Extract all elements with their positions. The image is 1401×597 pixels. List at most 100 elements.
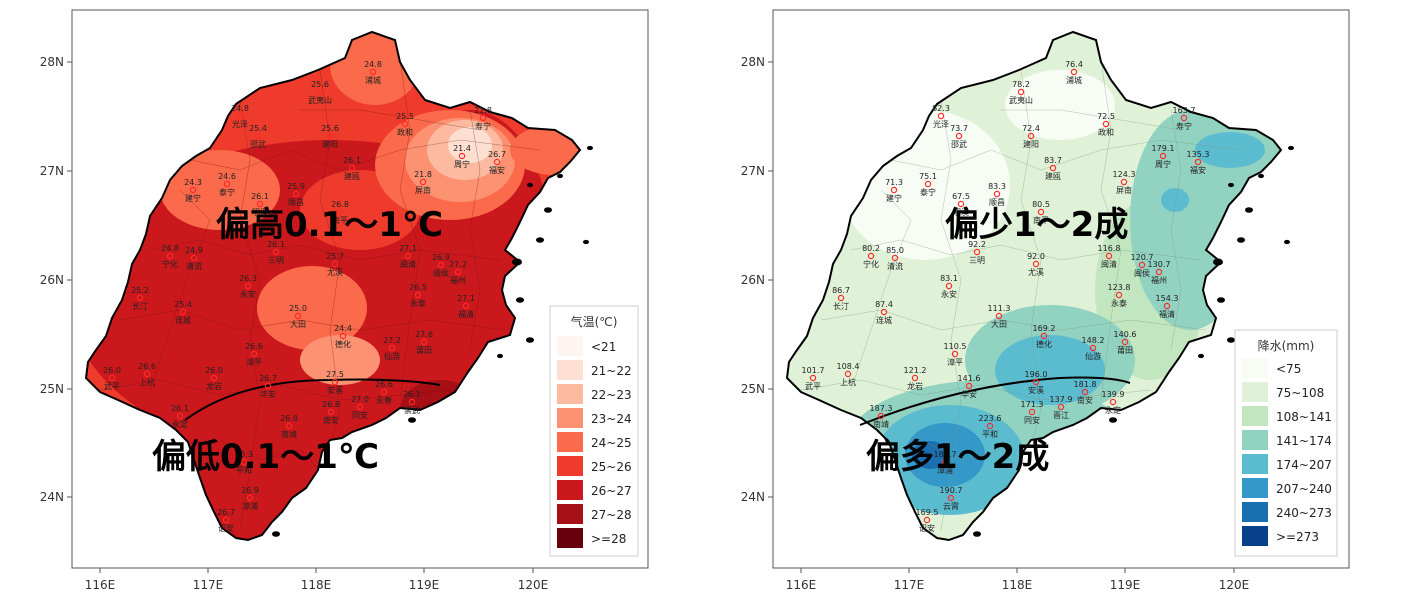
station-value: 171.3 <box>1021 400 1044 409</box>
legend-swatch <box>1242 526 1268 546</box>
station-name: 武夷山 <box>308 95 332 105</box>
station: 140.6 莆田 <box>1114 330 1137 355</box>
station: 27.0 同安 <box>351 395 369 420</box>
station-value: 137.9 <box>1050 395 1073 404</box>
station: 24.8 宁化 <box>161 244 179 269</box>
station-value: 135.3 <box>1187 150 1210 159</box>
station-name: 漳浦 <box>242 501 258 511</box>
station: 26.8 南靖 <box>280 414 298 439</box>
station-value: 27.6 <box>415 330 433 339</box>
station-name: 大田 <box>290 319 306 329</box>
station-value: 101.7 <box>802 366 825 375</box>
station-name: 顺昌 <box>989 198 1005 207</box>
station-dot <box>973 248 981 256</box>
station-value: 71.3 <box>885 178 903 187</box>
station-dot <box>294 312 302 320</box>
station-name: 同安 <box>1024 415 1040 425</box>
station-name: 福清 <box>1159 309 1175 319</box>
station-value: 148.2 <box>1082 336 1105 345</box>
station: 85.0 清流 <box>886 246 904 271</box>
station-name: 南平 <box>1033 215 1049 225</box>
legend-title: 降水(mm) <box>1258 339 1315 353</box>
station-name: 莆田 <box>1117 345 1133 355</box>
station-value: 26.8 <box>322 400 340 409</box>
station-value: 24.9 <box>185 246 203 255</box>
y-tick-label: 26N <box>741 273 765 287</box>
station: 182.7 漳浦 <box>934 450 957 475</box>
legend-label: 27~28 <box>591 508 632 522</box>
station: 26.7 福安 <box>488 150 506 175</box>
legend-label: 24~25 <box>591 436 632 450</box>
station: 25.6 建阳 <box>321 124 339 149</box>
station-name: 南安 <box>1077 395 1093 405</box>
legend-label: >=273 <box>1276 530 1319 544</box>
station-value: 24.8 <box>364 60 382 69</box>
station-dot <box>326 132 334 140</box>
legend-label: >=28 <box>591 532 626 546</box>
x-tick-label: 118E <box>301 578 332 592</box>
station-value: 86.7 <box>832 286 850 295</box>
station-name: 明溪 <box>953 207 969 217</box>
station-dot <box>1070 68 1078 76</box>
station-name: 三明 <box>268 256 284 265</box>
station: 190.7 云霄 <box>940 486 963 511</box>
station: 24.8 浦城 <box>364 60 382 85</box>
station-dot <box>222 516 230 524</box>
station-name: 南靖 <box>873 419 889 429</box>
station: 137.9 晋江 <box>1050 395 1073 420</box>
station-value: 85.0 <box>886 246 904 255</box>
station-value: 27.1 <box>399 244 417 253</box>
station-value: 24.6 <box>218 172 236 181</box>
station-value: 67.5 <box>952 192 970 201</box>
station: 124.3 屏南 <box>1113 170 1136 195</box>
temperature-legend: 气温(℃) <21 21~22 22~23 23~24 24~25 25~26 26~27 2… <box>549 305 639 557</box>
station: 181.8 南安 <box>1074 380 1097 405</box>
station: 83.7 建瓯 <box>1044 156 1062 181</box>
station-value: 120.7 <box>1131 253 1154 262</box>
y-tick-label: 25N <box>741 382 765 396</box>
station: 26.9 闽侯 <box>432 253 450 278</box>
station-dot <box>420 338 428 346</box>
legend-swatch <box>557 528 583 548</box>
station: 110.5 漳平 <box>944 342 967 367</box>
station: 92.2 三明 <box>968 240 986 265</box>
station-value: 187.3 <box>870 404 893 413</box>
station: 27.5 安溪 <box>326 370 344 395</box>
station: 26.3 永安 <box>239 274 257 299</box>
station-value: 139.9 <box>1102 390 1125 399</box>
station: 82.3 光泽 <box>932 104 950 129</box>
station: 21.8 寿宁 <box>474 106 492 131</box>
station-name: 崇武 <box>404 405 420 415</box>
station-value: 123.8 <box>1108 283 1131 292</box>
station-name: 大田 <box>991 319 1007 329</box>
station-dot <box>923 516 931 524</box>
station: 123.8 永泰 <box>1108 283 1131 308</box>
station-name: 晋江 <box>1053 411 1069 420</box>
station: 169.5 诏安 <box>916 508 939 533</box>
station-name: 漳浦 <box>937 465 953 475</box>
legend-swatch <box>557 336 583 356</box>
legend-label: <21 <box>591 340 616 354</box>
station-value: 80.2 <box>862 244 880 253</box>
station-dot <box>189 186 197 194</box>
station-name: 福州 <box>1151 276 1167 285</box>
station-value: 179.1 <box>1152 144 1175 153</box>
station: 26.1 崇武 <box>403 390 421 415</box>
station: 27.2 福州 <box>449 260 467 285</box>
station-dot <box>179 308 187 316</box>
legend-label: 174~207 <box>1276 458 1332 472</box>
x-tick-label: 120E <box>518 578 549 592</box>
station-value: 24.3 <box>184 178 202 187</box>
y-tick-label: 24N <box>40 490 64 504</box>
station-dot <box>388 344 396 352</box>
station: 27.1 福清 <box>457 294 475 319</box>
station-value: 21.8 <box>414 170 432 179</box>
station-name: 长汀 <box>833 301 849 311</box>
station-name: 宁化 <box>863 259 879 269</box>
station-name: 屏南 <box>415 185 431 195</box>
station: 26.6 漳平 <box>245 342 263 367</box>
station-name: 龙岩 <box>206 381 222 391</box>
precipitation-map-panel: 116E 117E 118E 119E 120E 28N 27N 26N 25N 24N 76.4… <box>741 9 1350 592</box>
station-name: 永春 <box>376 395 392 405</box>
